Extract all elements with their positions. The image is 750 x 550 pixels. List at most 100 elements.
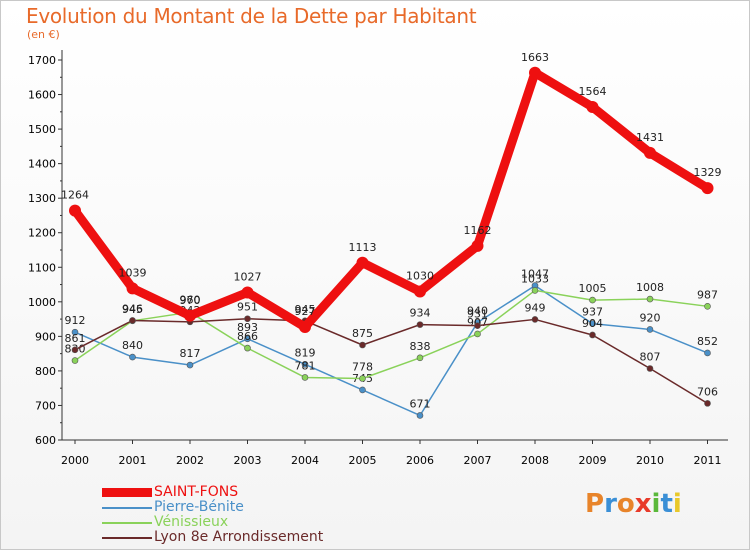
data-point <box>704 303 711 310</box>
legend-swatch <box>102 507 152 509</box>
data-label: 861 <box>65 332 86 345</box>
data-label: 1663 <box>521 51 549 64</box>
data-point <box>586 100 599 113</box>
data-point <box>301 374 309 381</box>
logo-letter: P <box>585 489 605 519</box>
series-line-2 <box>74 317 709 405</box>
data-point <box>589 320 596 327</box>
x-tick-label: 2010 <box>636 454 664 467</box>
data-label: 1162 <box>464 224 492 237</box>
logo-letter: i <box>672 489 682 519</box>
data-point <box>359 386 366 394</box>
data-point <box>704 400 711 407</box>
legend-swatch <box>102 522 152 524</box>
data-label: 840 <box>122 339 143 352</box>
data-point <box>301 361 309 368</box>
data-point <box>644 146 656 159</box>
x-tick-label: 2006 <box>406 454 434 467</box>
data-point <box>704 349 711 357</box>
data-point <box>414 285 426 298</box>
y-tick-label: 1000 <box>28 296 56 309</box>
data-label: 671 <box>410 397 431 410</box>
data-point <box>184 309 196 322</box>
data-label: 1027 <box>234 270 262 283</box>
x-tick-label: 2002 <box>176 454 204 467</box>
data-point <box>416 412 424 419</box>
x-tick-label: 2000 <box>61 454 89 467</box>
data-point <box>416 354 424 362</box>
data-label: 945 <box>295 303 316 316</box>
y-tick-label: 1300 <box>28 192 56 205</box>
data-point <box>356 256 369 269</box>
data-label: 1005 <box>579 282 607 295</box>
x-tick-label: 2007 <box>464 454 492 467</box>
data-point <box>244 315 251 323</box>
series-line-3 <box>70 68 712 332</box>
data-point <box>71 328 79 336</box>
x-tick-label: 2005 <box>349 454 377 467</box>
data-point <box>646 295 654 303</box>
data-label: 838 <box>410 340 431 353</box>
data-label: 912 <box>65 314 86 327</box>
data-point <box>589 296 596 304</box>
data-label: 1329 <box>694 166 722 179</box>
data-label: 781 <box>295 359 316 372</box>
data-point <box>589 331 596 339</box>
x-tick-label: 2011 <box>694 454 722 467</box>
data-point <box>299 321 311 334</box>
data-label: 1033 <box>521 272 549 285</box>
y-tick-label: 1500 <box>28 123 56 136</box>
data-label: 852 <box>697 335 718 348</box>
data-label: 817 <box>180 347 201 360</box>
data-label: 1431 <box>636 131 664 144</box>
data-point <box>359 341 366 349</box>
data-label: 706 <box>697 385 718 398</box>
logo-letter: t <box>660 489 673 519</box>
data-label: 1030 <box>406 269 434 282</box>
data-point <box>69 204 81 217</box>
data-point <box>531 287 539 294</box>
data-label: 951 <box>237 301 258 314</box>
legend-label: Lyon 8e Arrondissement <box>154 529 324 545</box>
data-label: 1047 <box>521 268 549 281</box>
chart-title: Evolution du Montant de la Dette par Hab… <box>26 4 477 28</box>
data-point <box>359 375 366 382</box>
data-label: 937 <box>582 306 603 319</box>
logo-letter: i <box>651 489 661 519</box>
data-label: 920 <box>640 311 661 324</box>
logo-letter: x <box>634 489 652 519</box>
legend-label: SAINT-FONS <box>154 484 239 500</box>
data-label: 931 <box>467 308 488 321</box>
logo-letter: r <box>604 489 617 519</box>
data-label: 934 <box>410 307 431 320</box>
data-label: 927 <box>295 305 316 318</box>
data-point <box>529 66 541 79</box>
data-point <box>241 286 254 299</box>
data-point <box>244 344 251 352</box>
data-point <box>416 321 424 328</box>
data-point <box>474 330 481 338</box>
data-point <box>129 353 136 361</box>
data-point <box>646 365 654 372</box>
data-point <box>244 335 251 343</box>
data-point <box>71 357 79 364</box>
data-label: 1008 <box>636 281 664 294</box>
data-label: 960 <box>180 294 201 307</box>
data-label: 1113 <box>349 241 377 254</box>
y-tick-label: 1700 <box>28 54 56 67</box>
y-tick-label: 900 <box>35 330 56 343</box>
x-tick-label: 2001 <box>119 454 147 467</box>
x-tick-label: 2003 <box>234 454 262 467</box>
data-label: 940 <box>467 305 488 318</box>
y-tick-label: 600 <box>35 434 56 447</box>
data-label: 970 <box>180 294 201 307</box>
data-point <box>646 326 654 333</box>
y-tick-label: 800 <box>35 365 56 378</box>
data-label: 893 <box>237 321 258 334</box>
data-label: 819 <box>295 346 316 359</box>
data-label: 1264 <box>61 189 89 202</box>
data-label: 875 <box>352 327 373 340</box>
data-label: 866 <box>237 330 258 343</box>
data-label: 1039 <box>119 266 147 279</box>
